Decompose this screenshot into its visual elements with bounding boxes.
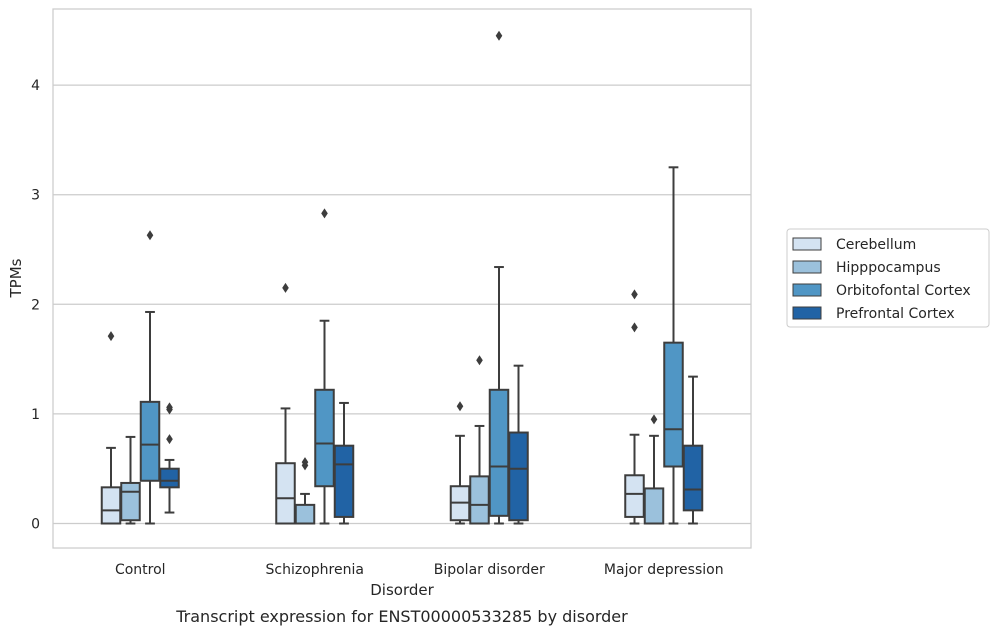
outlier-point <box>631 289 638 300</box>
box <box>314 388 335 488</box>
box <box>488 388 510 517</box>
legend-swatch <box>792 283 822 297</box>
x-axis-label: Disorder <box>370 581 434 599</box>
outlier-point <box>146 230 154 241</box>
x-tick-labels: Control Schizophrenia Bipolar disorder Majo… <box>115 562 724 578</box>
y-tick-labels: 0 1 2 3 4 <box>31 78 40 532</box>
legend-frame <box>786 228 990 328</box>
box <box>139 400 161 482</box>
outlier-point <box>107 331 115 342</box>
outlier-point <box>301 457 309 468</box>
y-tick-label: 1 <box>31 407 40 423</box>
boxplots <box>100 30 704 525</box>
box <box>100 486 122 525</box>
outlier-point <box>321 208 328 219</box>
outlier-point <box>476 355 483 366</box>
box <box>508 431 529 522</box>
plot-frame <box>52 8 752 549</box>
box <box>333 444 355 518</box>
legend-label: Hipppocampus <box>836 260 941 276</box>
legend-swatch <box>792 237 822 251</box>
box <box>663 341 684 468</box>
y-tick-label: 4 <box>31 78 40 94</box>
outlier-point <box>456 401 464 412</box>
box <box>275 462 296 525</box>
y-tick-label: 2 <box>31 297 40 313</box>
outlier-point <box>166 402 173 413</box>
x-tick-label: Major depression <box>604 562 724 578</box>
legend-swatch <box>792 260 822 274</box>
outlier-point <box>495 30 503 41</box>
x-tick-label: Schizophrenia <box>266 562 364 578</box>
box <box>682 444 704 512</box>
legend-label: Cerebellum <box>836 237 916 253</box>
outlier-point <box>631 322 638 333</box>
box <box>159 467 180 489</box>
y-tick-label: 3 <box>31 188 40 204</box>
x-tick-label: Control <box>115 562 166 578</box>
y-tick-label: 0 <box>31 517 40 533</box>
chart-caption: Transcript expression for ENST0000053328… <box>175 607 628 626</box>
box <box>643 487 665 525</box>
box <box>294 503 316 525</box>
legend: Cerebellum Hipppocampus Orbitofontal Corte… <box>786 228 990 328</box>
outlier-point <box>282 282 289 293</box>
y-axis-label: TPMs <box>7 258 25 298</box>
outlier-point <box>166 434 173 445</box>
legend-label: Orbitofontal Cortex <box>836 283 971 299</box>
x-tick-label: Bipolar disorder <box>434 562 545 578</box>
legend-swatch <box>792 306 822 320</box>
box <box>120 481 141 522</box>
box <box>469 475 490 525</box>
outlier-point <box>650 414 658 425</box>
box <box>624 474 645 518</box>
legend-label: Prefrontal Cortex <box>836 306 955 322</box>
